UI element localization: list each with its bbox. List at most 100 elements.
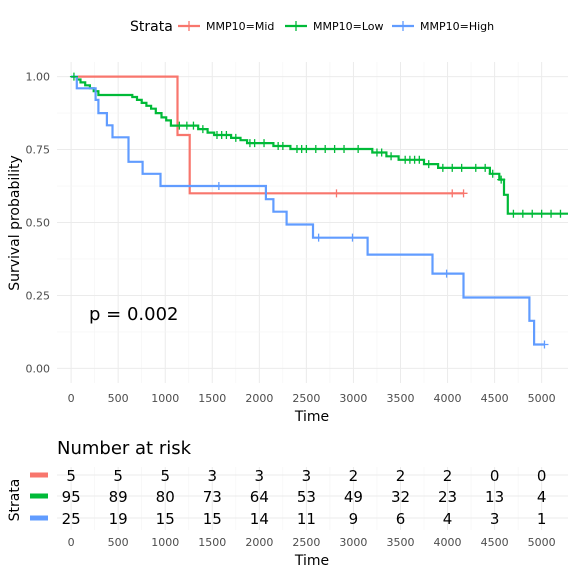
risk-count: 2 [443, 467, 453, 485]
risk-x-tick-label: 2000 [245, 536, 273, 549]
x-tick-label: 0 [68, 392, 75, 405]
risk-count: 25 [62, 510, 81, 528]
survival-curve [71, 75, 464, 195]
risk-count: 0 [490, 467, 500, 485]
risk-count: 32 [391, 488, 410, 506]
y-tick-label: 0.50 [26, 217, 51, 230]
risk-count: 15 [203, 510, 222, 528]
risk-count: 9 [349, 510, 359, 528]
censor-mark [481, 163, 490, 172]
risk-count: 14 [250, 510, 269, 528]
risk-count: 95 [62, 488, 81, 506]
censor-mark [438, 163, 447, 172]
y-axis-title: Survival probability [7, 155, 23, 291]
censor-mark [540, 340, 549, 349]
censor-mark [497, 175, 506, 184]
censor-mark [547, 209, 556, 218]
survival-plot: 0 500 1000 1500 2000 2500 3000 3500 4000 4500 5000… [7, 62, 568, 425]
legend-label: MMP10=Mid [206, 20, 274, 33]
censor-mark [509, 209, 518, 218]
censor-mark [488, 169, 497, 178]
risk-count: 3 [302, 467, 312, 485]
y-axis: 0.00 0.25 0.50 0.75 1.00 [26, 71, 51, 376]
censor-mark [528, 209, 537, 218]
risk-x-tick-label: 4000 [434, 536, 462, 549]
risk-table-x-axis-title: Time [294, 553, 329, 569]
risk-count: 6 [396, 510, 406, 528]
censor-mark [448, 189, 457, 198]
x-tick-label: 3500 [386, 392, 414, 405]
risk-table-rows: 5 5 5 3 3 3 2 2 2 0 095 89 80 73 64 53 49 32 23 13 425 19 15 15… [30, 467, 546, 528]
risk-count: 80 [156, 488, 175, 506]
censor-mark [471, 163, 480, 172]
risk-count: 53 [297, 488, 316, 506]
censor-mark [278, 142, 287, 151]
risk-x-tick-label: 0 [68, 536, 75, 549]
risk-count: 3 [255, 467, 265, 485]
risk-table: Number at risk 5 5 5 3 3 3 2 2 2 0 095 89 80 73 64 53 49… [7, 438, 568, 569]
risk-x-tick-label: 2500 [292, 536, 320, 549]
risk-x-tick-label: 4500 [481, 536, 509, 549]
censor-mark [424, 160, 433, 169]
legend-title: Strata [130, 19, 173, 35]
x-axis: 0 500 1000 1500 2000 2500 3000 3500 4000 4500 5000 [68, 392, 556, 405]
censor-mark [332, 189, 341, 198]
censor-mark [448, 163, 457, 172]
risk-count: 3 [208, 467, 218, 485]
risk-count: 13 [485, 488, 504, 506]
risk-count: 2 [396, 467, 406, 485]
risk-count: 3 [490, 510, 500, 528]
risk-x-tick-label: 1500 [198, 536, 226, 549]
censor-mark [321, 144, 330, 153]
risk-count: 23 [438, 488, 457, 506]
censor-mark [198, 125, 207, 134]
censor-mark [354, 144, 363, 153]
censor-mark [250, 139, 259, 148]
risk-x-tick-label: 1000 [151, 536, 179, 549]
x-tick-label: 4500 [481, 392, 509, 405]
censor-mark [415, 155, 424, 164]
risk-table-y-axis-title: Strata [7, 479, 23, 522]
risk-count: 4 [443, 510, 453, 528]
x-tick-label: 2500 [292, 392, 320, 405]
risk-count: 64 [250, 488, 269, 506]
risk-x-tick-label: 500 [108, 536, 129, 549]
x-tick-label: 1500 [198, 392, 226, 405]
x-tick-label: 500 [108, 392, 129, 405]
x-tick-label: 2000 [245, 392, 273, 405]
censor-mark [175, 121, 184, 130]
risk-count: 5 [113, 467, 123, 485]
censor-mark [231, 133, 240, 142]
risk-count: 11 [297, 510, 316, 528]
censor-mark [302, 144, 311, 153]
plot-grid [57, 62, 568, 383]
risk-count: 4 [537, 488, 547, 506]
risk-table-grid [57, 467, 568, 530]
risk-x-tick-label: 3500 [386, 536, 414, 549]
censor-mark [330, 144, 339, 153]
censor-mark [222, 130, 231, 139]
risk-count: 5 [66, 467, 76, 485]
y-tick-label: 0.75 [26, 144, 51, 157]
risk-count: 89 [109, 488, 128, 506]
y-tick-label: 0.25 [26, 289, 51, 302]
risk-count: 1 [537, 510, 547, 528]
risk-x-tick-label: 5000 [528, 536, 556, 549]
x-tick-label: 5000 [528, 392, 556, 405]
legend: Strata MMP10=Mid MMP10=Low MMP10=High [130, 19, 494, 35]
censor-mark [556, 209, 565, 218]
risk-table-title: Number at risk [57, 438, 192, 459]
censor-mark [260, 139, 269, 148]
risk-count: 49 [344, 488, 363, 506]
risk-count: 15 [156, 510, 175, 528]
y-tick-label: 0.00 [26, 362, 51, 375]
x-tick-label: 3000 [339, 392, 367, 405]
censor-mark [189, 121, 198, 130]
censor-mark [459, 189, 468, 198]
risk-count: 2 [349, 467, 359, 485]
x-axis-title: Time [294, 409, 329, 425]
censor-mark [387, 152, 396, 161]
legend-label: MMP10=Low [313, 20, 384, 33]
censor-mark [314, 233, 323, 242]
legend-label: MMP10=High [420, 20, 494, 33]
